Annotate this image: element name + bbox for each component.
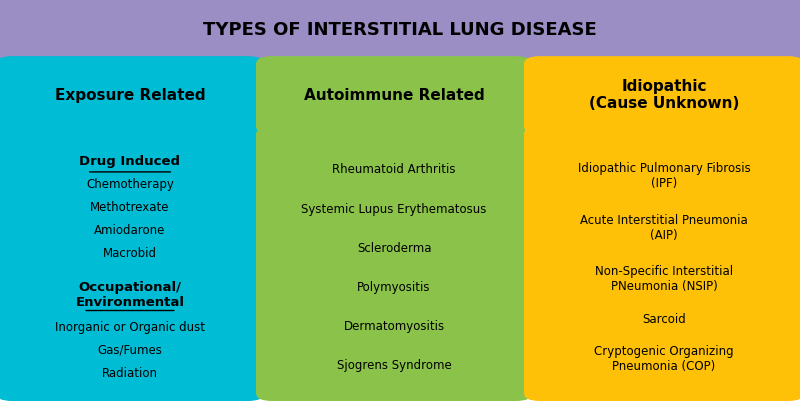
Text: Rheumatoid Arthritis: Rheumatoid Arthritis (332, 164, 456, 176)
FancyBboxPatch shape (524, 126, 800, 401)
Text: Occupational/
Environmental: Occupational/ Environmental (75, 281, 185, 309)
FancyBboxPatch shape (524, 56, 800, 134)
Text: Drug Induced: Drug Induced (79, 155, 181, 168)
FancyBboxPatch shape (0, 0, 800, 62)
Text: Idiopathic
(Cause Unknown): Idiopathic (Cause Unknown) (589, 79, 739, 111)
Text: Polymyositis: Polymyositis (358, 281, 430, 294)
Text: Sarcoid: Sarcoid (642, 313, 686, 326)
Text: Chemotherapy: Chemotherapy (86, 178, 174, 191)
Text: Acute Interstitial Pneumonia
(AIP): Acute Interstitial Pneumonia (AIP) (580, 214, 748, 242)
Text: Non-Specific Interstitial
PNeumonia (NSIP): Non-Specific Interstitial PNeumonia (NSI… (595, 265, 733, 293)
Text: Autoimmune Related: Autoimmune Related (304, 88, 484, 103)
Text: Sjogrens Syndrome: Sjogrens Syndrome (337, 359, 451, 372)
Text: Systemic Lupus Erythematosus: Systemic Lupus Erythematosus (302, 203, 486, 215)
Text: Amiodarone: Amiodarone (94, 225, 166, 237)
FancyBboxPatch shape (256, 126, 532, 401)
Text: Methotrexate: Methotrexate (90, 201, 170, 215)
Text: TYPES OF INTERSTITIAL LUNG DISEASE: TYPES OF INTERSTITIAL LUNG DISEASE (203, 22, 597, 39)
Text: Cryptogenic Organizing
Pneumonia (COP): Cryptogenic Organizing Pneumonia (COP) (594, 345, 734, 373)
Text: Radiation: Radiation (102, 367, 158, 380)
Text: Scleroderma: Scleroderma (357, 242, 431, 255)
Text: Dermatomyositis: Dermatomyositis (343, 320, 445, 333)
Text: Gas/Fumes: Gas/Fumes (98, 344, 162, 357)
Text: Exposure Related: Exposure Related (54, 88, 206, 103)
Text: Macrobid: Macrobid (103, 247, 157, 260)
Text: Inorganic or Organic dust: Inorganic or Organic dust (55, 321, 205, 334)
Text: Idiopathic Pulmonary Fibrosis
(IPF): Idiopathic Pulmonary Fibrosis (IPF) (578, 162, 750, 190)
FancyBboxPatch shape (256, 56, 532, 134)
FancyBboxPatch shape (0, 56, 264, 134)
FancyBboxPatch shape (0, 126, 264, 401)
